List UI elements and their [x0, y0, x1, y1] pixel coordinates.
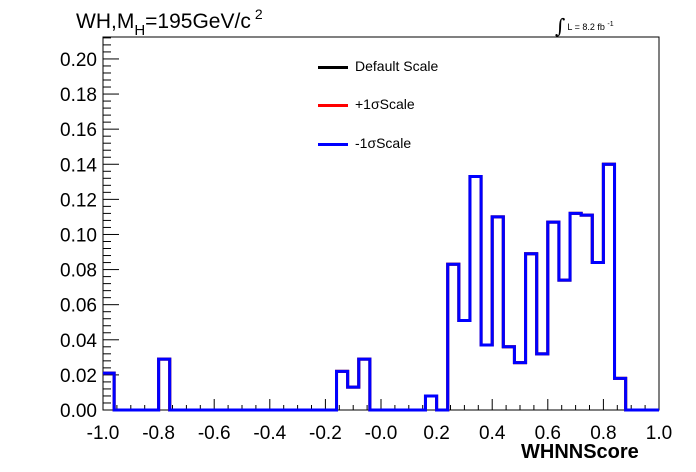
y-tick-label: 0.06: [60, 296, 97, 317]
x-tick-label: 0.8: [590, 423, 616, 444]
x-tick-label: -0.8: [142, 423, 175, 444]
y-tick-label: 0.04: [60, 331, 97, 352]
legend-item-default-scale: Default Scale: [318, 56, 518, 78]
legend-item-minus-1-sigma: -1σScale: [318, 133, 518, 155]
legend-swatch-default-scale: [318, 66, 348, 69]
x-axis-label: WHNNScore: [521, 441, 639, 463]
legend-label-minus-1-sigma: -1σScale: [355, 135, 412, 151]
legend-swatch-plus-1-sigma: [318, 104, 348, 107]
title-superscript: 2: [254, 6, 263, 22]
series-layer: [103, 162, 659, 412]
series-line-0: [103, 162, 659, 412]
y-tick-label: 0.02: [60, 366, 97, 387]
x-tick-label: -0.2: [309, 423, 342, 444]
y-tick-label: 0.00: [60, 401, 97, 422]
title-value: =195GeV/c: [145, 10, 251, 33]
luminosity-text: L = 8.2 fb: [567, 22, 605, 32]
y-tick-label: 0.16: [60, 120, 97, 141]
legend-label-default-scale: Default Scale: [355, 58, 439, 74]
x-tick-label: -1.0: [87, 423, 120, 444]
series-line-1: [103, 162, 659, 412]
y-tick-label: 0.12: [60, 190, 97, 211]
legend-swatch-minus-1-sigma: [318, 143, 348, 146]
x-tick-label: -0.4: [253, 423, 286, 444]
integral-sign: ∫: [555, 14, 566, 38]
x-tick-label: 0.6: [535, 423, 561, 444]
x-tick-label: -0.0: [365, 423, 398, 444]
legend-item-plus-1-sigma: +1σScale: [318, 94, 518, 116]
y-tick-label: 0.08: [60, 261, 97, 282]
title-subscript: H: [134, 22, 146, 39]
legend-label-plus-1-sigma: +1σScale: [355, 96, 415, 112]
luminosity-superscript: -1: [607, 21, 614, 28]
x-tick-label: 1.0: [646, 423, 672, 444]
axis-ticks: -1.0 -0.8 -0.6 -0.4 -0.2 -0.0 0.2 0.4 0.6 0.8 1.0 0…: [60, 37, 672, 444]
y-tick-label: 0.14: [60, 155, 97, 176]
y-tick-label: 0.18: [60, 85, 97, 106]
x-tick-label: -0.6: [198, 423, 231, 444]
y-tick-label: 0.20: [60, 50, 97, 71]
series-line-2: [103, 162, 659, 412]
x-tick-label: 0.2: [423, 423, 449, 444]
y-tick-label: 0.10: [60, 225, 97, 246]
plot-frame: [102, 36, 660, 411]
x-tick-label: 0.4: [479, 423, 506, 444]
chart-title: WH,MH=195GeV/c 2: [76, 6, 263, 39]
title-prefix: WH,M: [76, 10, 135, 33]
luminosity-label: ∫ L = 8.2 fb -1: [555, 11, 614, 38]
